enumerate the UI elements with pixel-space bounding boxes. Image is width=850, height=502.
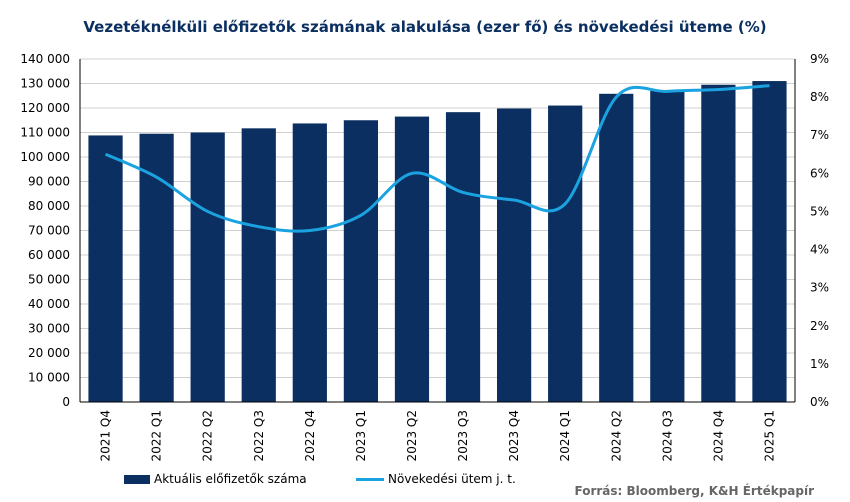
x-tick-label: 2023 Q3 [456,410,470,461]
bar [701,84,736,402]
growth-rate-line [104,84,770,233]
legend-line-swatch [356,478,384,481]
grid-lines [80,58,795,403]
right-tick-label: 1% [810,357,829,371]
bar [139,133,174,402]
left-tick-label: 110 000 [20,126,70,140]
x-tick-label: 2025 Q1 [762,410,776,461]
line-series [104,84,770,233]
right-tick-label: 0% [810,395,829,409]
right-tick-label: 6% [810,166,829,180]
bar [190,132,225,402]
bar [650,90,685,402]
x-tick-label: 2021 Q4 [99,410,113,461]
left-tick-label: 30 000 [28,322,70,336]
bar [752,81,787,403]
x-tick-label: 2023 Q4 [507,410,521,461]
x-tick-label: 2023 Q1 [354,410,368,461]
left-tick-label: 60 000 [28,248,70,262]
x-tick-label: 2024 Q2 [609,410,623,461]
left-tick-label: 10 000 [28,371,70,385]
x-tick-label: 2024 Q3 [660,410,674,461]
left-tick-label: 80 000 [28,199,70,213]
legend-bar-label: Aktuális előfizetők száma [154,472,307,486]
right-tick-label: 2% [810,319,829,333]
legend-item-bars: Aktuális előfizetők száma [124,472,307,486]
legend-line-label: Növekedési ütem j. t. [388,472,516,486]
bar-series [88,81,787,403]
left-tick-label: 20 000 [28,346,70,360]
axes: 0 10 000 20 000 30 000 40 000 50 000 60 000 70 … [20,52,829,461]
left-tick-label: 70 000 [28,224,70,238]
bar [496,108,532,403]
bar [445,112,481,402]
right-tick-label: 3% [810,281,829,295]
bar [548,105,583,403]
x-tick-label: 2024 Q4 [711,410,725,461]
source-note: Forrás: Bloomberg, K&H Értékpapír [574,484,815,498]
left-tick-label: 40 000 [28,297,70,311]
legend-item-line: Növekedési ütem j. t. [356,472,516,486]
left-tick-label: 0 [62,395,70,409]
bar [292,123,327,402]
x-tick-label: 2022 Q3 [252,410,266,461]
bar [88,135,123,402]
bar [599,93,634,402]
right-tick-label: 8% [810,90,829,104]
x-tick-label: 2022 Q1 [150,410,164,461]
left-tick-label: 50 000 [28,273,70,287]
legend-bar-swatch [124,475,150,484]
right-tick-label: 9% [810,52,829,66]
left-tick-label: 140 000 [20,52,70,66]
x-tick-label: 2022 Q4 [303,410,317,461]
left-tick-label: 120 000 [20,101,70,115]
bar [241,128,276,402]
left-tick-label: 130 000 [20,77,70,91]
bar [343,120,379,402]
x-tick-label: 2023 Q2 [405,410,419,461]
left-tick-label: 90 000 [28,175,70,189]
x-tick-label: 2024 Q1 [558,410,572,461]
right-tick-label: 5% [810,204,829,218]
bar [394,116,430,402]
right-tick-label: 7% [810,128,829,142]
left-tick-label: 100 000 [20,150,70,164]
chart-title: Vezetéknélküli előfizetők számának alaku… [83,18,767,36]
right-tick-label: 4% [810,243,829,257]
x-tick-label: 2022 Q2 [201,410,215,461]
